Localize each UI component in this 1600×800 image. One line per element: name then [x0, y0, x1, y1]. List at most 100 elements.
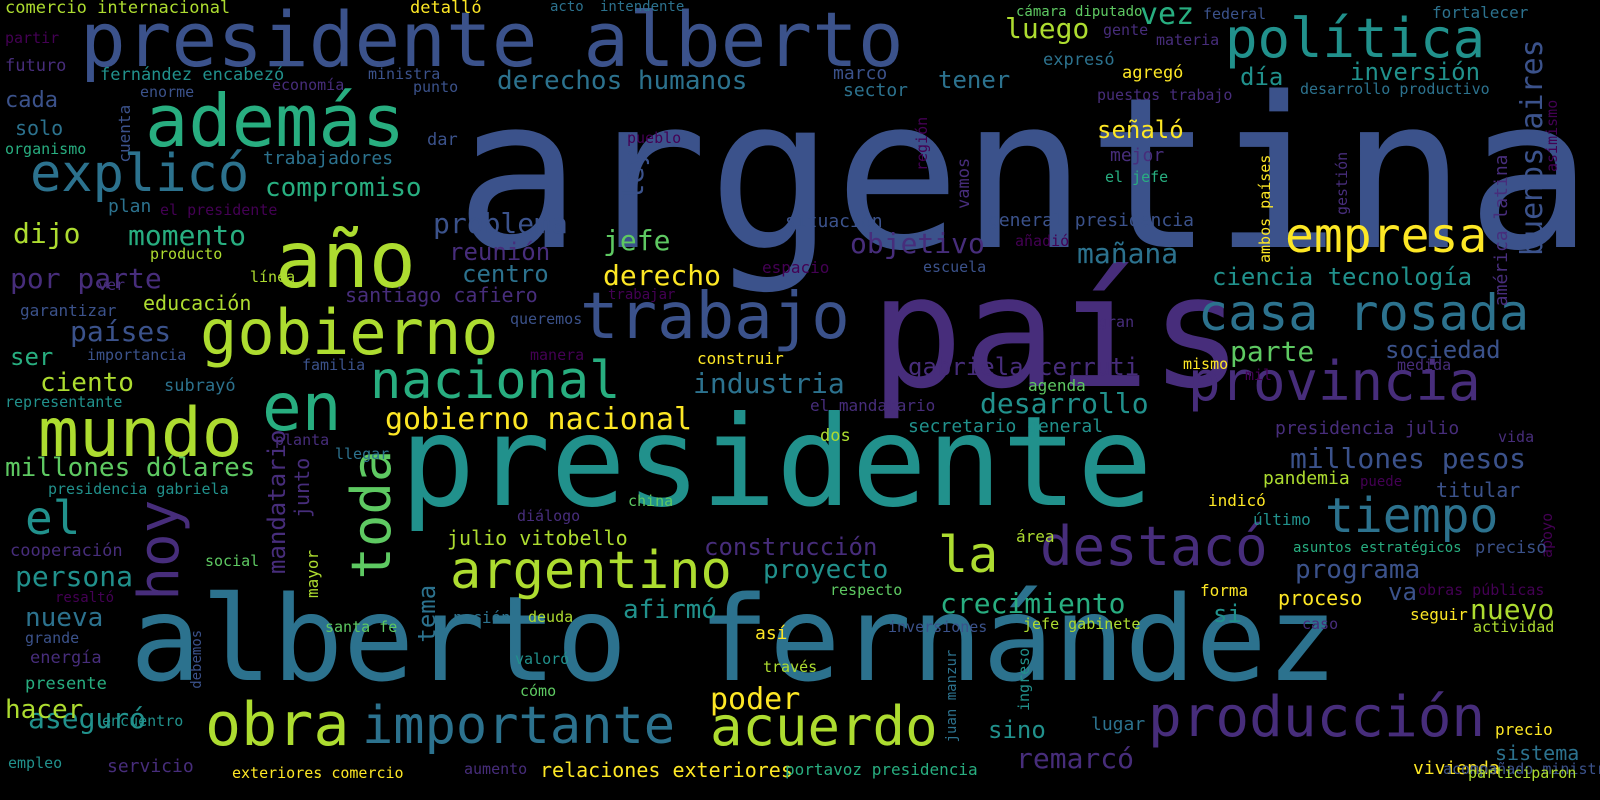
word-24: obra [205, 690, 350, 760]
word-156: presidencia gabriela [48, 480, 229, 498]
word-63: gobierno nacional [385, 402, 693, 437]
word-100: fortalecer [1432, 3, 1529, 22]
word-81: va [1388, 578, 1417, 606]
word-110: punto [413, 78, 459, 96]
word-170: forma [1200, 581, 1249, 600]
word-94: comercio internacional [5, 0, 231, 18]
word-12: casa rosada [1198, 284, 1530, 342]
word-54: países [70, 315, 172, 348]
word-84: poder [710, 682, 801, 717]
word-161: china [628, 492, 674, 510]
word-65: millones dólares [5, 453, 256, 483]
word-140: gran [1098, 313, 1135, 331]
word-122: dar [427, 130, 458, 150]
word-17: el [25, 491, 81, 545]
word-62: desarrollo [980, 387, 1149, 420]
word-73: construcción [704, 533, 878, 561]
word-2: presidente [400, 390, 1153, 535]
word-103: cada [5, 88, 58, 113]
word-164: cooperación [10, 541, 123, 561]
word-150: representante [5, 393, 123, 411]
word-57: parte [1230, 335, 1315, 368]
word-52: santiago cafiero [345, 283, 538, 307]
word-141: importancia [87, 346, 187, 364]
word-25: importante [362, 696, 676, 756]
word-112: sector [843, 80, 909, 101]
word-87: remarcó [1016, 742, 1135, 775]
word-37: mejor [1110, 145, 1165, 166]
word-41: trabajadores [263, 148, 394, 169]
word-120: plan [108, 196, 152, 217]
word-139: queremos [510, 310, 583, 328]
word-31: tener [938, 66, 1011, 94]
word-3: alberto fernández [130, 570, 1338, 708]
word-74: proyecto [763, 555, 889, 585]
word-126: asimismo [1543, 99, 1561, 172]
word-71: titular [1436, 478, 1521, 502]
word-22: destacó [1040, 515, 1268, 578]
word-131: vamos [954, 157, 974, 209]
word-10: política [1225, 7, 1486, 70]
word-168: mayor [303, 549, 322, 598]
word-67: presidencia julio [1275, 418, 1460, 439]
word-191: lugar [1091, 714, 1146, 735]
word-97: intendente [600, 0, 685, 15]
word-90: sistema [1495, 741, 1580, 765]
word-13: provincia [1188, 350, 1481, 413]
word-123: pueblo [627, 129, 682, 147]
word-186: ingreso [1015, 647, 1033, 711]
word-11: empresa [1285, 208, 1488, 264]
word-153: dos [820, 426, 851, 446]
word-111: marco [833, 63, 888, 84]
word-64: secretario general [908, 416, 1104, 437]
word-151: el mandatario [810, 396, 936, 415]
word-179: actividad [1473, 618, 1555, 636]
word-20: argentino [450, 541, 732, 601]
word-136: escuela [923, 258, 987, 276]
word-155: llegar [335, 445, 390, 463]
word-146: familia [302, 356, 366, 374]
word-77: nueva [25, 603, 104, 633]
word-148: mil [1245, 366, 1273, 384]
word-101: partir [5, 29, 60, 47]
word-98: cámara diputado [1016, 4, 1143, 20]
word-197: aumento [464, 760, 528, 778]
word-157: puede [1360, 474, 1403, 490]
word-32: día [1240, 63, 1284, 91]
word-95: detalló [410, 0, 482, 18]
word-68: mandatario [263, 429, 291, 575]
word-187: presente [25, 674, 107, 694]
word-194: empleo [8, 754, 63, 772]
word-165: social [205, 552, 260, 570]
word-154: vida [1498, 428, 1535, 446]
word-163: área [1016, 527, 1055, 546]
word-51: por parte [10, 262, 162, 295]
word-185: valoró [515, 650, 570, 668]
word-114: gente [1103, 21, 1149, 39]
word-0: argentina [455, 52, 1593, 297]
word-198: acompañado ministro [1443, 760, 1600, 778]
word-16: mundo [38, 394, 243, 473]
word-115: materia [1156, 31, 1220, 49]
word-66: millones pesos [1290, 442, 1527, 475]
word-176: jefe gabinete [1023, 615, 1141, 633]
word-106: fernández encabezó [100, 65, 285, 85]
word-72: julio vitobello [447, 526, 628, 550]
word-182: inversiones [888, 618, 988, 636]
word-93: portavoz presidencia [785, 760, 978, 779]
word-19: toda [340, 449, 403, 580]
word-27: producción [1148, 685, 1486, 750]
word-152: planta [275, 431, 330, 449]
word-195: servicio [107, 756, 194, 777]
word-113: expresó [1043, 50, 1115, 70]
word-144: mismo [1183, 355, 1229, 373]
word-105: organismo [5, 140, 87, 158]
word-43: momento [128, 219, 247, 252]
word-48: reunión [449, 238, 551, 266]
word-36: señaló [1097, 116, 1184, 144]
word-7: explicó [30, 144, 250, 204]
word-76: persona [15, 560, 134, 593]
word-172: resaltó [55, 590, 115, 606]
word-124: región [913, 116, 931, 171]
word-28: derechos humanos [497, 66, 748, 96]
